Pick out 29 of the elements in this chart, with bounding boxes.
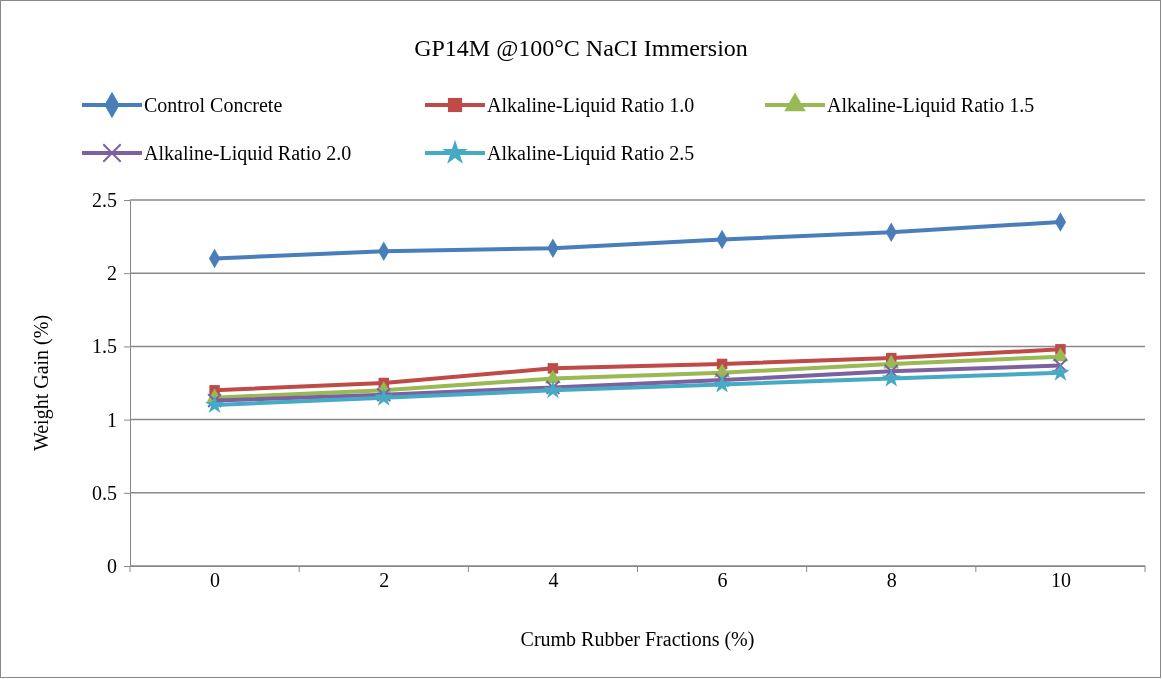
y-tick-label: 2.5 <box>92 188 117 211</box>
point <box>1052 357 1068 373</box>
x-axis-title: Crumb Rubber Fractions (%) <box>520 628 755 651</box>
chart-title: GP14M @100°C NaCI Immersion <box>414 35 748 61</box>
y-tick-label: 0.5 <box>92 481 117 504</box>
x-tick-label: 10 <box>1050 569 1071 591</box>
legend-label: Alkaline-Liquid Ratio 2.0 <box>144 142 352 165</box>
point <box>1051 362 1070 381</box>
point <box>543 380 563 399</box>
point <box>545 379 561 395</box>
x-tick-label: 0 <box>210 569 221 591</box>
y-tick-label: 0 <box>107 554 117 577</box>
legend-label: Control Concrete <box>144 94 283 116</box>
y-axis-title: Weight Gain (%) <box>30 314 53 452</box>
point <box>712 374 732 393</box>
point <box>881 368 901 387</box>
x-tick-label: 2 <box>379 569 390 591</box>
y-tick-label: 1.5 <box>92 335 117 358</box>
point <box>205 395 224 413</box>
point <box>714 372 730 388</box>
legend-label: Alkaline-Liquid Ratio 1.5 <box>827 94 1035 117</box>
y-tick-label: 1 <box>107 408 117 431</box>
x-tick-label: 8 <box>886 569 897 591</box>
y-tick-label: 2 <box>107 262 117 285</box>
point <box>207 393 223 409</box>
x-tick-label: 4 <box>548 569 559 591</box>
x-tick-label: 6 <box>717 569 728 591</box>
legend-label: Alkaline-Liquid Ratio 1.0 <box>487 94 695 117</box>
legend-label: Alkaline-Liquid Ratio 2.5 <box>487 142 695 165</box>
